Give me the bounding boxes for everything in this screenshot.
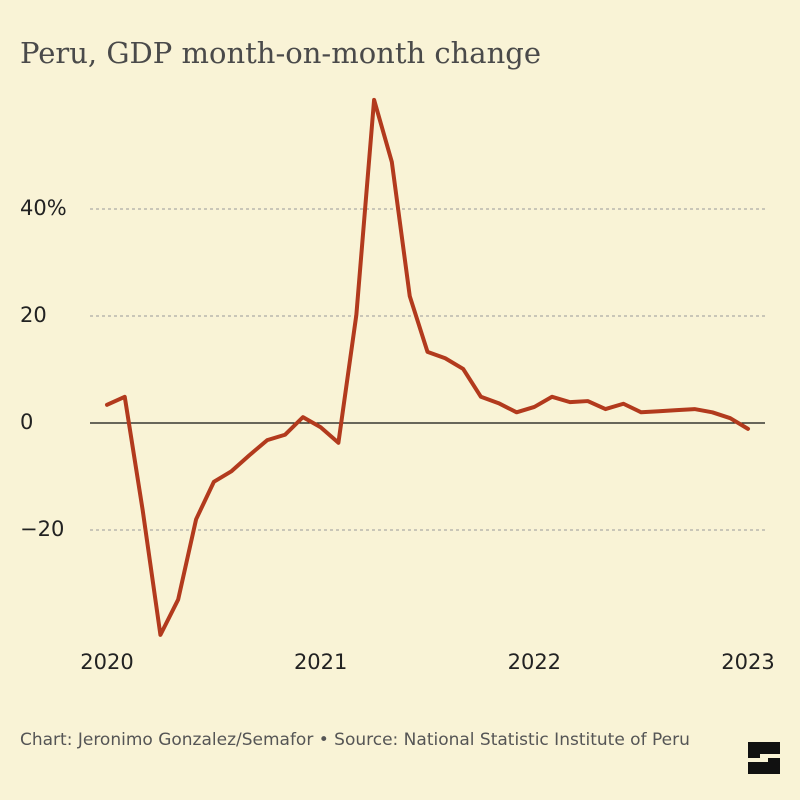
chart-title: Peru, GDP month-on-month change <box>20 36 541 70</box>
y-tick-label: 0 <box>20 410 33 434</box>
data-line <box>105 97 750 637</box>
x-tick-label: 2021 <box>294 650 347 674</box>
y-tick-label: 40% <box>20 196 67 220</box>
y-tick-label: −20 <box>20 517 64 541</box>
x-tick-label: 2023 <box>721 650 774 674</box>
y-tick-label: 20 <box>20 303 47 327</box>
source-note: Chart: Jeronimo Gonzalez/Semafor • Sourc… <box>20 730 690 750</box>
x-tick-label: 2022 <box>508 650 561 674</box>
x-tick-label: 2020 <box>80 650 133 674</box>
logo <box>748 742 780 774</box>
